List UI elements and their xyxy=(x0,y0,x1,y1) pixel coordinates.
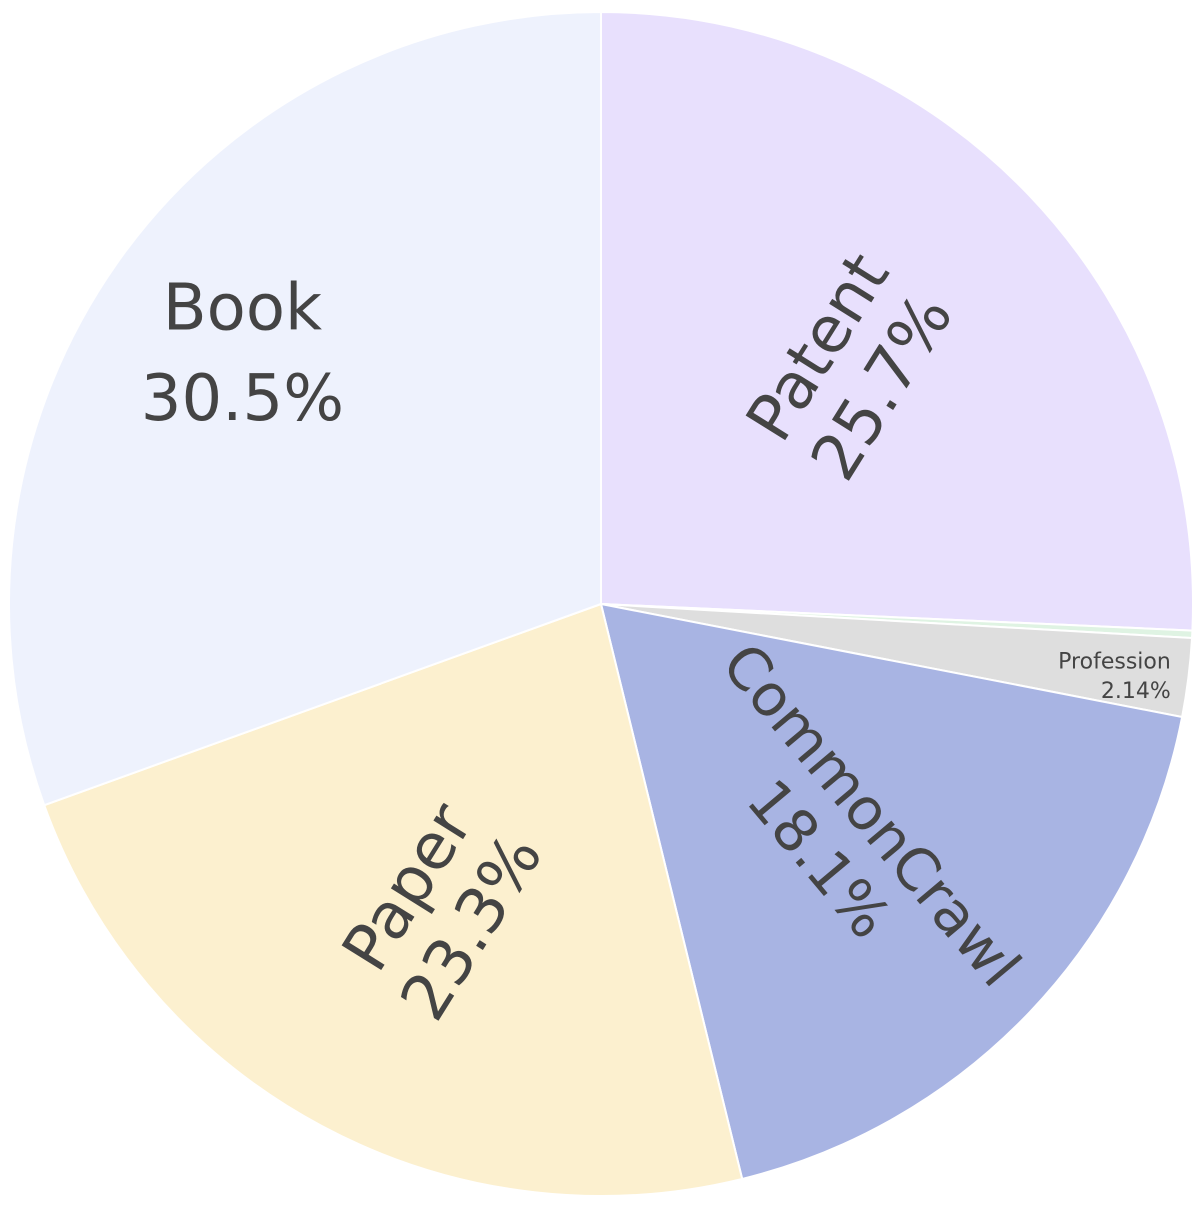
slice-book[interactable] xyxy=(8,10,602,807)
slice-commoncrawl[interactable] xyxy=(599,602,1184,1181)
slice-paper[interactable] xyxy=(42,602,744,1197)
slice-percent-book: 30.5% xyxy=(141,362,344,436)
slice-label-book: Book 30.5% xyxy=(141,271,344,436)
slices-layer xyxy=(8,10,1194,1197)
slice-name-book: Book xyxy=(163,271,322,345)
slice-percent-profession: 2.14% xyxy=(1101,679,1171,704)
slice-name-profession: Profession xyxy=(1058,649,1171,674)
slice-patent[interactable] xyxy=(600,10,1194,632)
slice-label-profession: Profession 2.14% xyxy=(1058,649,1171,704)
